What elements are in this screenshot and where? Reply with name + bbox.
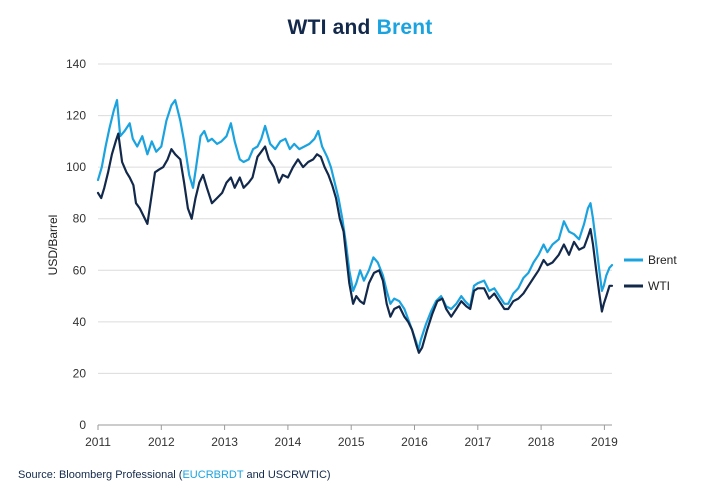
legend-label-wti: WTI [648,279,670,293]
source-note: Source: Bloomberg Professional (EUCRBRDT… [18,469,331,481]
y-tick-label: 20 [73,366,87,380]
series-line-wti [96,132,614,354]
title-part-accent: Brent [376,16,433,39]
x-tick-label: 2011 [85,435,111,449]
series-line-brent [96,99,614,352]
x-tick-label: 2014 [275,435,302,449]
x-tick-label: 2017 [464,435,491,449]
source-prefix: Source: Bloomberg Professional ( [18,469,183,481]
title-part-main: WTI and [287,16,377,39]
x-tick-label: 2018 [528,435,555,449]
series-lines [96,99,614,354]
y-tick-label: 100 [66,160,86,174]
chart-title: WTI and Brent [0,16,720,40]
axes: 0 20 40 60 80 100 120 140 2011 2012 2013 2014 2015 20… [66,57,618,449]
legend: Brent WTI [624,253,677,293]
y-tick-label: 120 [66,109,86,123]
y-tick-label: 80 [73,212,87,226]
y-tick-label: 140 [66,57,86,71]
x-tick-label: 2016 [401,435,428,449]
source-code-link[interactable]: EUCRBRDT [182,469,244,481]
x-tick-label: 2013 [211,435,238,449]
legend-label-brent: Brent [648,253,677,267]
y-tick-label: 0 [79,418,86,432]
y-tick-label: 40 [73,315,87,329]
x-tick-label: 2015 [338,435,365,449]
y-tick-label: 60 [73,263,87,277]
x-tick-label: 2019 [591,435,618,449]
y-axis-label: USD/Barrel [46,215,60,276]
gridlines [98,63,612,426]
x-tick-label: 2012 [148,435,175,449]
source-suffix: and USCRWTIC) [243,469,331,481]
